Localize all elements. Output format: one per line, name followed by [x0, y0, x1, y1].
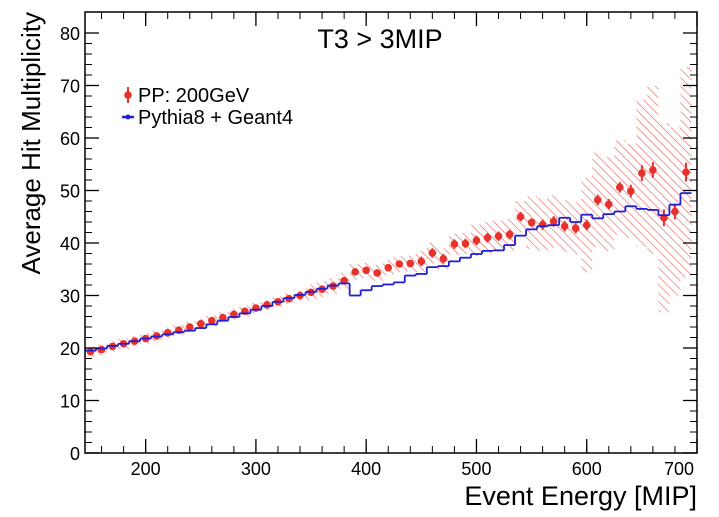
data-point [263, 301, 271, 309]
data-point [649, 166, 657, 174]
data-point [538, 220, 547, 229]
data-point [616, 183, 624, 192]
x-tick-label: 600 [572, 459, 602, 479]
data-point [417, 257, 426, 266]
data-point [582, 221, 591, 229]
data-point [638, 169, 646, 177]
data-point [682, 168, 690, 176]
data-point [185, 323, 194, 331]
y-tick-label: 30 [60, 287, 80, 307]
legend-marker [124, 91, 132, 99]
data-point [439, 254, 448, 263]
x-tick-label: 300 [241, 459, 271, 479]
y-tick-label: 40 [60, 234, 80, 254]
data-point [516, 212, 525, 221]
data-point [571, 224, 580, 233]
data-point [627, 187, 635, 195]
y-tick-label: 60 [60, 129, 80, 149]
x-tick-label: 200 [131, 459, 161, 479]
data-point [219, 313, 227, 322]
data-point [593, 196, 602, 204]
legend-label: PP: 200GeV [138, 85, 250, 107]
x-tick-label: 500 [461, 459, 491, 479]
data-point [494, 232, 503, 240]
y-axis-label: Average Hit Multiplicity [16, 12, 46, 275]
data-point [483, 233, 492, 242]
data-point [86, 347, 95, 356]
data-point [549, 217, 558, 226]
data-point [395, 260, 404, 268]
y-tick-label: 0 [70, 444, 80, 464]
data-point [351, 268, 359, 276]
data-point [505, 230, 514, 239]
data-point [527, 218, 536, 227]
data-point [450, 240, 459, 248]
data-point [362, 266, 370, 275]
data-point [196, 320, 205, 328]
data-point [472, 236, 481, 245]
y-tick-label: 50 [60, 182, 80, 202]
y-tick-label: 80 [60, 24, 80, 44]
annotation: T3 > 3MIP [317, 24, 442, 54]
x-tick-label: 700 [664, 459, 694, 479]
data-point [671, 207, 679, 216]
x-tick-label: 400 [351, 459, 381, 479]
data-point [604, 200, 613, 208]
data-point [428, 249, 437, 257]
axes: 0 10 20 30 40 50 60 70 80 200 300 400 500 600 700 [60, 12, 698, 479]
legend-label: Pythia8 + Geant4 [138, 107, 293, 129]
data-point [406, 259, 415, 268]
data-point [208, 316, 216, 325]
y-tick-label: 10 [60, 392, 80, 412]
plot-marks [85, 162, 692, 356]
data-point [163, 328, 172, 337]
data-point [252, 304, 260, 312]
data-point [560, 222, 569, 230]
x-axis-label: Event Energy [MIP] [464, 481, 697, 511]
legend-marker [125, 114, 131, 120]
data-point [384, 263, 393, 272]
y-tick-label: 70 [60, 77, 80, 97]
data-point [97, 345, 106, 354]
y-tick-label: 20 [60, 339, 80, 359]
data-point [461, 239, 470, 248]
data-point [373, 269, 382, 277]
